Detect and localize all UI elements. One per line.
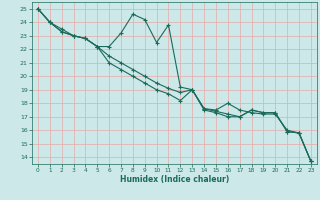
X-axis label: Humidex (Indice chaleur): Humidex (Indice chaleur): [120, 175, 229, 184]
